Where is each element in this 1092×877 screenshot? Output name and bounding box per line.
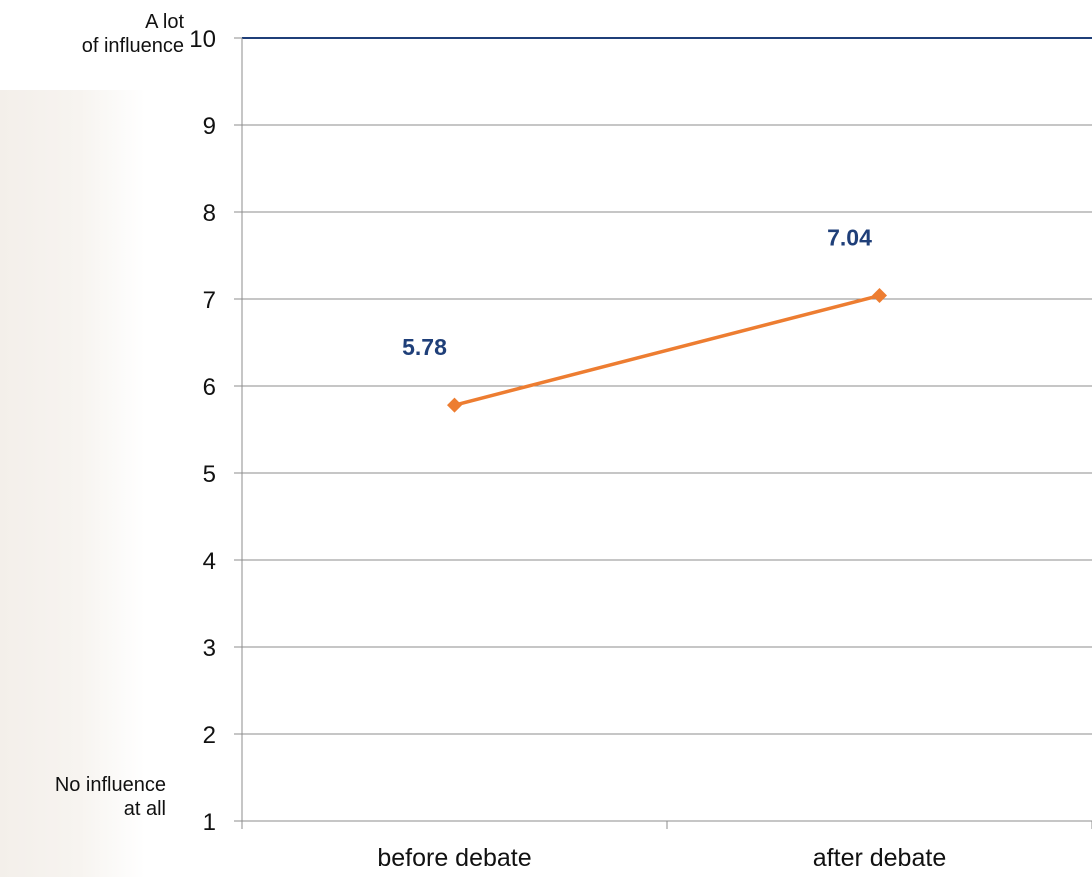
background-decoration (0, 90, 145, 877)
x-tick-label: before debate (377, 844, 531, 872)
y-tick-label: 10 (189, 26, 216, 53)
x-tick-labels: before debate after debate (377, 844, 946, 872)
y-tick-label: 7 (203, 287, 216, 314)
data-label: 7.04 (827, 225, 872, 251)
x-tick-label: after debate (813, 844, 946, 872)
y-tick-label: 8 (203, 200, 216, 227)
y-tick-label: 2 (203, 722, 216, 749)
axes (234, 37, 1092, 829)
y-tick-label: 4 (203, 548, 216, 575)
y-tick-label: 1 (203, 809, 216, 836)
series-layer (447, 288, 887, 413)
y-tick-label: 9 (203, 113, 216, 140)
y-annotation-bottom-line1: No influence (54, 774, 166, 796)
y-tick-labels: 1 2 3 4 5 6 7 8 9 10 (189, 26, 216, 836)
series-line (454, 293, 880, 407)
y-tick-label: 3 (203, 635, 216, 662)
y-annotation-bottom-line2: at all (123, 798, 166, 820)
gridlines (242, 37, 1092, 735)
data-labels: 5.78 7.04 (402, 225, 872, 361)
y-annotation-top: A lot of influence (30, 10, 184, 58)
data-point-marker (872, 288, 887, 304)
data-point-marker (447, 397, 462, 413)
data-label: 5.78 (402, 334, 447, 360)
y-annotation-top-line2: of influence (81, 35, 184, 57)
y-tick-label: 5 (203, 461, 216, 488)
y-annotation-top-line1: A lot (145, 11, 184, 33)
y-tick-label: 6 (203, 374, 216, 401)
y-annotation-bottom: No influence at all (20, 773, 166, 821)
